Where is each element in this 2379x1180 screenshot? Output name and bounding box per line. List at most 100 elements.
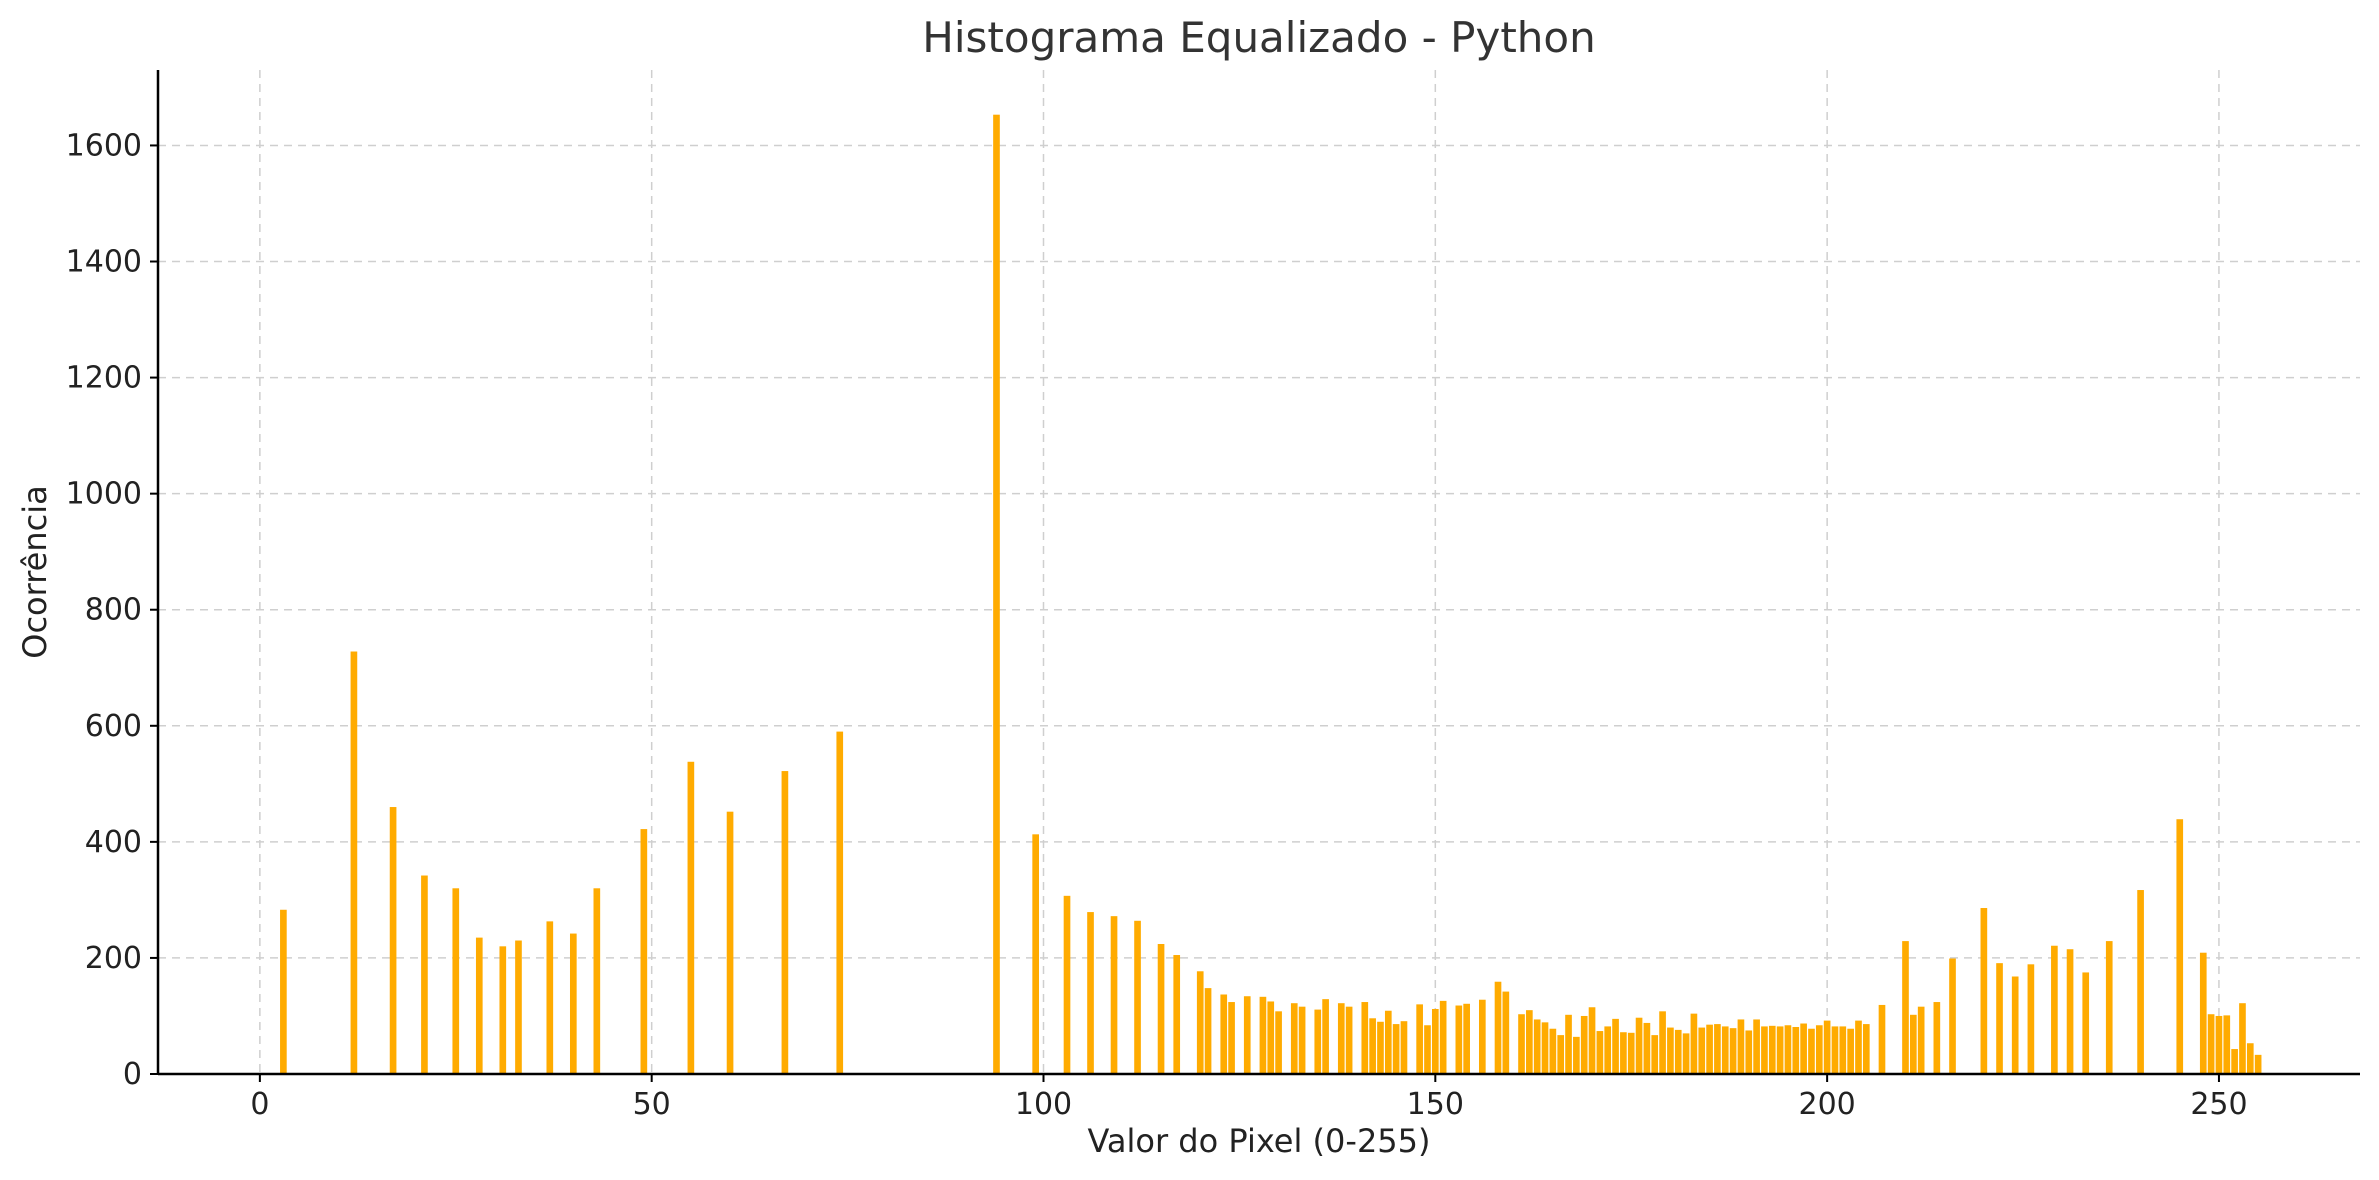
histogram-bar [1753, 1019, 1760, 1074]
histogram-bar [2105, 941, 2113, 1074]
histogram-bar [1635, 1017, 1643, 1074]
histogram-bar [1651, 1035, 1659, 1074]
histogram-bar [1557, 1035, 1565, 1074]
histogram-bar [687, 761, 695, 1074]
histogram-bar [1157, 944, 1165, 1074]
histogram-bar [1243, 996, 1251, 1074]
histogram-bar [475, 937, 483, 1074]
histogram-bar [1996, 963, 2003, 1074]
histogram-bar [2027, 964, 2035, 1074]
histogram-bar [1776, 1026, 1784, 1074]
histogram-bar [1196, 971, 1204, 1074]
histogram-bar [1549, 1028, 1557, 1074]
histogram-bar [1855, 1020, 1862, 1074]
histogram-bar [1808, 1028, 1815, 1074]
histogram-bar [1541, 1022, 1549, 1074]
histogram-bar [1573, 1036, 1580, 1074]
histogram-bar [1110, 916, 1118, 1074]
histogram-bar [1392, 1024, 1400, 1074]
histogram-bar [280, 909, 287, 1074]
histogram-bar [836, 731, 844, 1074]
histogram-bar [1322, 999, 1329, 1074]
histogram-bar [1173, 955, 1181, 1074]
y-axis-label: Ocorrência [16, 485, 54, 658]
histogram-bar [1604, 1026, 1612, 1074]
y-tick-label: 1400 [66, 245, 142, 280]
histogram-bar [1502, 991, 1510, 1074]
histogram-bar [1612, 1018, 1619, 1074]
histogram-bar [1369, 1018, 1376, 1074]
histogram-bar [1384, 1010, 1392, 1074]
histogram-bar [1768, 1025, 1776, 1074]
histogram-bar [1494, 981, 1502, 1074]
bar-series [280, 114, 2262, 1074]
histogram-bar [2176, 819, 2184, 1074]
histogram-bar [1314, 1009, 1322, 1074]
x-tick-label: 0 [250, 1087, 269, 1122]
histogram-bar [2051, 945, 2058, 1074]
histogram-bar [1063, 895, 1071, 1074]
histogram-bar [1721, 1026, 1729, 1074]
histogram-bar [1667, 1027, 1674, 1074]
histogram-bar [781, 771, 789, 1074]
histogram-bar [1204, 988, 1212, 1074]
histogram-bar [2239, 1003, 2246, 1074]
histogram-bar [1902, 941, 1909, 1074]
histogram-bar [1596, 1031, 1604, 1074]
histogram-bar [1910, 1014, 1917, 1074]
histogram-bar [1949, 958, 1956, 1074]
y-tick-label: 800 [85, 593, 142, 628]
tick-labels: 0 50 100 150 200 250 0 200 400 600 800 1000 1200 1400… [66, 128, 2248, 1122]
histogram-bar [2199, 952, 2207, 1074]
histogram-bar [1815, 1025, 1823, 1074]
histogram-bar [1455, 1005, 1463, 1074]
histogram-bar [1087, 912, 1094, 1074]
histogram-bar [389, 807, 397, 1074]
histogram-bar [1714, 1024, 1721, 1074]
histogram-bar [993, 114, 1000, 1074]
histogram-bar [1337, 1003, 1345, 1074]
histogram-bar [2246, 1043, 2254, 1074]
histogram-bar [1377, 1021, 1384, 1074]
histogram-bar [2254, 1054, 2262, 1074]
histogram-bar [1463, 1003, 1470, 1074]
histogram-bar [350, 651, 358, 1074]
histogram-bar [1643, 1022, 1651, 1074]
histogram-bar [1729, 1028, 1737, 1074]
x-tick-label: 150 [1407, 1087, 1464, 1122]
histogram-bar [1917, 1006, 1925, 1074]
chart-title: Histograma Equalizado - Python [922, 13, 1595, 62]
histogram-bar [2137, 890, 2144, 1074]
histogram-bar [1831, 1026, 1839, 1074]
histogram-bar [2223, 1015, 2231, 1074]
y-tick-label: 200 [85, 941, 142, 976]
histogram-bar [1228, 1002, 1235, 1074]
histogram-bar [1565, 1014, 1572, 1074]
y-tick-label: 400 [85, 825, 142, 860]
y-tick-label: 1200 [66, 361, 142, 396]
histogram-bar [1659, 1011, 1666, 1074]
histogram-bar [1267, 1001, 1275, 1074]
histogram-bar [1533, 1019, 1541, 1074]
histogram-bar [1416, 1004, 1423, 1074]
histogram-bar [499, 946, 507, 1074]
x-tick-label: 100 [1015, 1087, 1072, 1122]
histogram-bar [1823, 1020, 1831, 1074]
histogram-bar [1290, 1003, 1298, 1074]
histogram-bar [515, 940, 522, 1074]
histogram-bar [640, 829, 648, 1074]
x-tick-label: 200 [1798, 1087, 1855, 1122]
histogram-bar [1878, 1004, 1886, 1074]
histogram-bar [1690, 1013, 1698, 1074]
histogram-bar [1933, 1002, 1941, 1074]
histogram-bar [1698, 1027, 1706, 1074]
histogram-bar [2082, 972, 2090, 1074]
histogram-bar [2207, 1014, 2215, 1074]
histogram-bar [1682, 1033, 1690, 1074]
histogram-bar [569, 933, 577, 1074]
histogram-bar [1862, 1024, 1870, 1074]
histogram-bar [452, 888, 460, 1074]
histogram-bar [2231, 1049, 2238, 1074]
